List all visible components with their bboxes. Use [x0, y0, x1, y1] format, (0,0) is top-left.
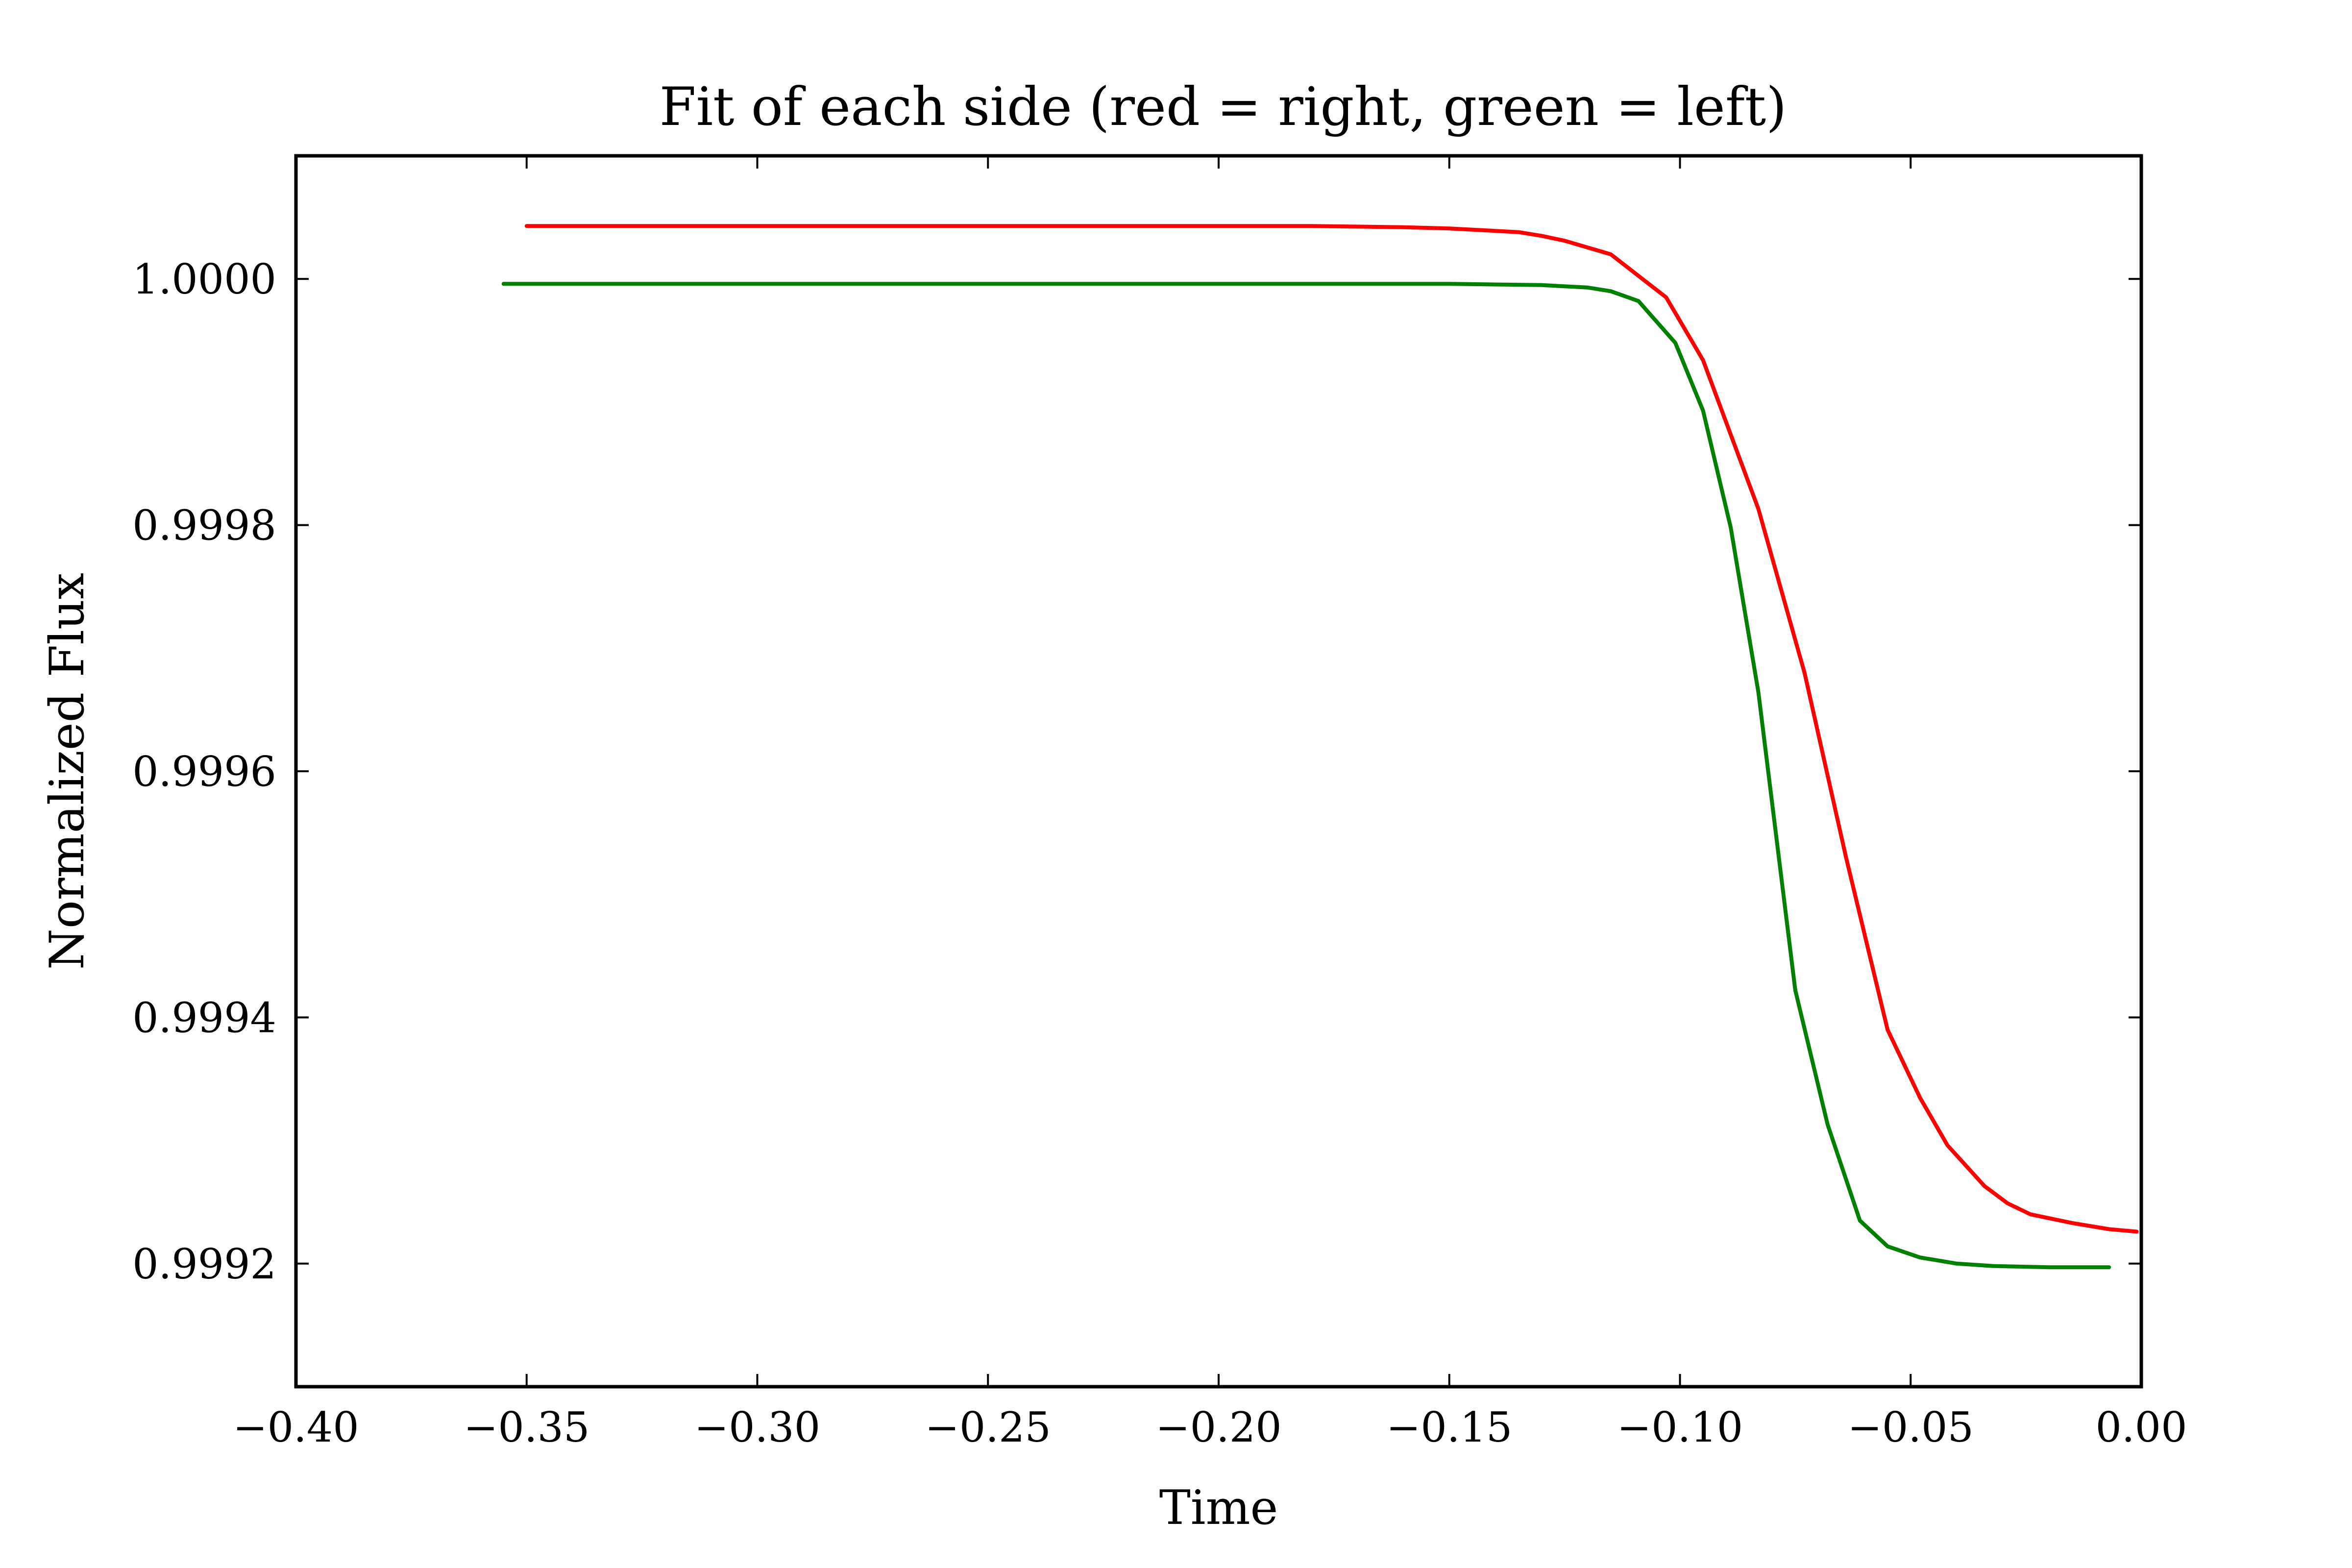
- x-tick-label: −0.05: [1848, 1403, 1974, 1451]
- y-tick-label: 1.0000: [132, 255, 276, 303]
- x-axis-ticks: −0.40 −0.35 −0.30 −0.25 −0.20 −0.15 −0.10 −0.05…: [233, 156, 2187, 1451]
- y-axis-ticks: 0.9992 0.9994 0.9996 0.9998 1.0000: [132, 255, 2141, 1288]
- x-tick-label: −0.35: [464, 1403, 589, 1451]
- x-tick-label: −0.15: [1386, 1403, 1512, 1451]
- x-tick-label: −0.30: [694, 1403, 820, 1451]
- x-tick-label: −0.25: [925, 1403, 1051, 1451]
- x-tick-label: −0.40: [233, 1403, 359, 1451]
- x-tick-label: 0.00: [2095, 1403, 2187, 1451]
- y-tick-label: 0.9996: [132, 748, 276, 796]
- y-tick-label: 0.9998: [132, 502, 276, 550]
- x-tick-label: −0.20: [1155, 1403, 1281, 1451]
- y-tick-label: 0.9994: [132, 994, 276, 1042]
- series-line-2: [501, 282, 2111, 1270]
- x-tick-label: −0.10: [1617, 1403, 1743, 1451]
- y-tick-label: 0.9992: [132, 1240, 276, 1288]
- series-line-1: [524, 224, 2139, 1234]
- x-axis-label: Time: [1159, 1480, 1278, 1535]
- chart-title: Fit of each side (red = right, green = l…: [660, 76, 1787, 138]
- plot-series: [501, 224, 2139, 1270]
- plot-frame: [294, 154, 2143, 1389]
- y-axis-label: Normalized Flux: [40, 573, 95, 970]
